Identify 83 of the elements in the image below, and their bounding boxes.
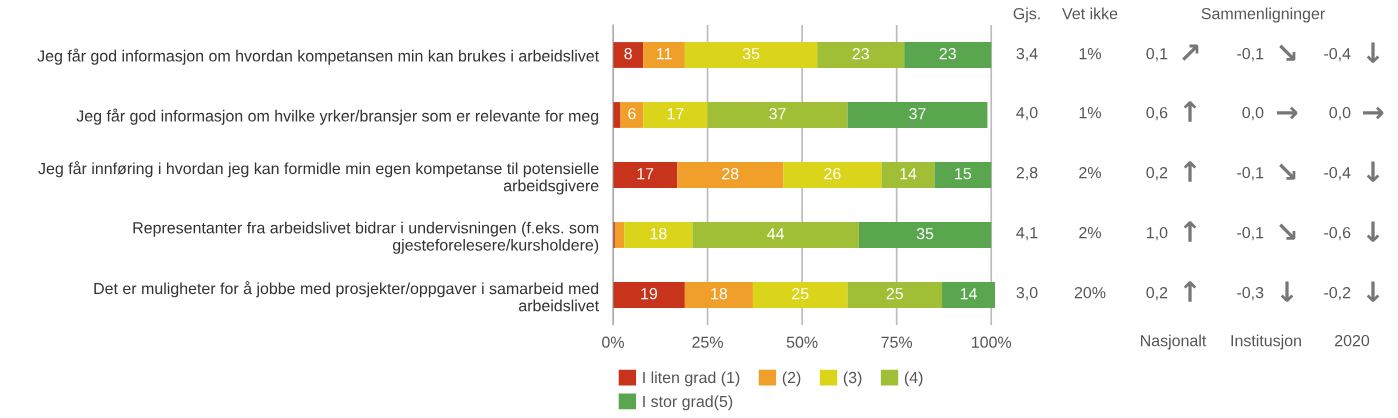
text: ↗ — [1182, 44, 1199, 61]
text: -0,4 — [1324, 47, 1351, 62]
legend-label: (3) — [843, 371, 862, 387]
y-tick-label: Jeg får god informasjon om hvilke yrker/bransjer som er relevante for meg — [76, 108, 599, 125]
text: 1% — [1079, 107, 1101, 119]
data-label: 17 — [637, 168, 654, 180]
data-label: 6 — [628, 107, 636, 120]
x-tick-label: 25% — [692, 336, 723, 348]
text: ↑ — [1183, 221, 1197, 242]
data-label: 37 — [909, 107, 926, 120]
text: 0,0 — [1329, 106, 1351, 121]
y-tick-label: Det er muligheter for å jobbe med prosjekter/oppgaver i samarbeid med arbeidslivet — [94, 281, 599, 312]
data-label: 35 — [916, 227, 934, 240]
text: ↘ — [1279, 163, 1296, 180]
text: 3,0 — [1016, 286, 1038, 301]
text: -0,3 — [1237, 286, 1264, 301]
text: → — [1362, 106, 1384, 120]
text: ↑ — [1183, 161, 1197, 182]
text: 20% — [1074, 286, 1106, 299]
text: 2,8 — [1016, 166, 1038, 181]
text: Vet ikke — [1062, 7, 1118, 20]
y-tick-label: Jeg får innføring i hvordan jeg kan formidle min egen kompetanse til potensielle arbeidsgivere — [38, 161, 599, 195]
text: 1% — [1079, 48, 1101, 60]
data-label: 14 — [960, 288, 977, 300]
data-label: 44 — [767, 228, 785, 240]
text: ↓ — [1366, 42, 1380, 63]
text: Sammenligninger — [1201, 7, 1325, 23]
text: -0,6 — [1324, 226, 1351, 241]
text: -0,4 — [1324, 166, 1351, 181]
text: ↘ — [1279, 44, 1296, 61]
data-label: 35 — [742, 47, 760, 60]
legend-label: I stor grad(5) — [643, 395, 733, 411]
data-label: 25 — [792, 287, 809, 300]
text: 3,4 — [1016, 47, 1038, 62]
data-label: 18 — [650, 227, 667, 240]
text: 0,6 — [1146, 106, 1168, 121]
text: 0,2 — [1146, 166, 1168, 181]
data-label: 19 — [641, 287, 658, 300]
y-tick-label: Jeg får god informasjon om hvordan kompetansen min kan brukes i arbeidslivet — [37, 48, 600, 65]
text: -0,1 — [1237, 47, 1264, 62]
data-label: 23 — [939, 47, 956, 60]
text: 2% — [1079, 226, 1101, 239]
data-label: 26 — [824, 167, 841, 180]
text: 0,2 — [1146, 286, 1168, 301]
text: → — [1276, 106, 1298, 120]
x-tick-label: 75% — [881, 336, 913, 348]
text: Gjs. — [1013, 7, 1040, 23]
text: ↓ — [1366, 221, 1380, 242]
text: ↓ — [1366, 281, 1380, 302]
legend-label: (2) — [782, 371, 801, 387]
data-label: 8 — [624, 47, 632, 60]
text: 4,1 — [1016, 227, 1038, 241]
data-label: 17 — [667, 108, 684, 120]
data-label: 25 — [886, 287, 903, 300]
data-label: 37 — [769, 107, 786, 120]
x-tick-label: 0% — [602, 336, 624, 348]
text: 4,0 — [1016, 106, 1038, 121]
data-label: 11 — [656, 48, 672, 60]
text: Nasjonalt — [1141, 334, 1207, 350]
text: ↓ — [1366, 161, 1380, 182]
text: ↓ — [1280, 281, 1294, 302]
data-label: 28 — [722, 167, 739, 180]
legend-label: (4) — [904, 371, 923, 387]
text: ↑ — [1183, 101, 1197, 122]
text: -0,1 — [1237, 226, 1264, 241]
text: ↑ — [1183, 281, 1197, 302]
data-label: 15 — [955, 168, 972, 180]
text: 0,1 — [1146, 47, 1168, 62]
text: 2020 — [1335, 334, 1370, 347]
text: -0,1 — [1237, 166, 1264, 181]
text: 1,0 — [1147, 226, 1168, 241]
data-label: 23 — [852, 47, 869, 60]
y-tick-label: Representanter fra arbeidslivet bidrar i undervisningen (f.eks. som gjesteforelesere/kursholdere) — [133, 221, 599, 254]
text: Institusjon — [1231, 334, 1301, 350]
data-label: 14 — [900, 168, 917, 180]
x-tick-label: 50% — [786, 336, 818, 348]
text: ↘ — [1279, 223, 1296, 240]
x-tick-label: 100% — [972, 336, 1012, 348]
text: -0,2 — [1324, 286, 1351, 301]
text: 2% — [1079, 166, 1101, 179]
data-label: 18 — [711, 287, 728, 300]
text: 0,0 — [1242, 106, 1264, 121]
legend-label: I liten grad (1) — [643, 371, 740, 387]
